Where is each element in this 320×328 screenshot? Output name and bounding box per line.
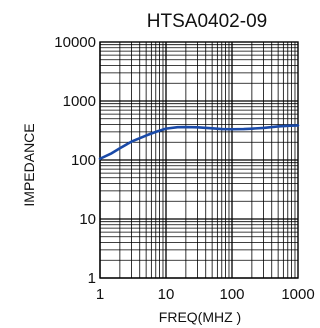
y-tick-label: 10 <box>79 211 96 228</box>
y-tick-label: 1 <box>88 270 96 287</box>
y-tick-labels: 1 10 100 1000 10000 <box>54 34 96 287</box>
y-tick-label: 10000 <box>54 34 96 51</box>
chart-title: HTSA0402-09 <box>147 11 267 32</box>
y-tick-label: 1000 <box>63 93 96 110</box>
grid-lines <box>99 42 298 279</box>
series-line <box>98 124 300 161</box>
x-tick-label: 100 <box>219 286 244 303</box>
y-tick-label: 100 <box>71 152 96 169</box>
series-layer <box>98 124 300 161</box>
x-tick-labels: 1 10 100 1000 <box>96 286 315 303</box>
x-axis-label: FREQ(MHZ ) <box>159 309 241 325</box>
x-tick-label: 1 <box>96 286 104 303</box>
x-tick-label: 10 <box>158 286 175 303</box>
x-tick-label: 1000 <box>281 286 314 303</box>
y-axis-label: IMPEDANCE <box>21 123 37 206</box>
